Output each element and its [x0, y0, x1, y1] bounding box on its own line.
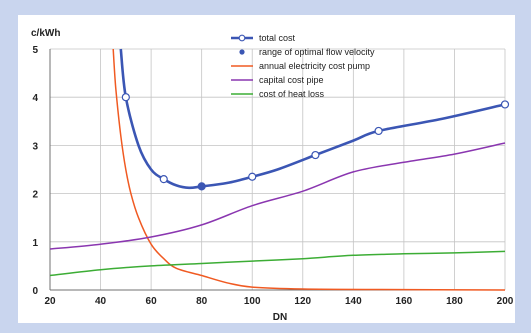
total-cost-marker	[159, 175, 168, 184]
y-tick-label: 4	[32, 93, 38, 104]
electricity-cost-line	[112, 48, 506, 291]
capital-cost-line	[50, 142, 506, 250]
electricity-cost-legend-label: annual electricity cost pump	[259, 61, 370, 71]
x-tick-label: 140	[345, 296, 362, 307]
capital-cost-legend-label: capital cost pipe	[259, 75, 324, 85]
optimal-flow-legend-label: range of optimal flow velocity	[259, 47, 375, 57]
optimal-flow-point	[198, 182, 206, 190]
total-cost-marker	[374, 126, 383, 136]
x-tick-label: 200	[497, 296, 514, 307]
total-cost-legend-label: total cost	[259, 33, 296, 43]
total-cost-marker	[500, 100, 510, 109]
y-tick-label: 0	[32, 286, 38, 297]
y-tick-label: 1	[32, 238, 38, 249]
x-tick-label: 20	[44, 296, 56, 307]
x-tick-label: 80	[196, 296, 208, 307]
heat-loss-legend-label: cost of heat loss	[259, 89, 325, 99]
y-unit-label: c/kWh	[31, 28, 60, 39]
x-axis-label: DN	[273, 312, 287, 323]
total-cost-marker	[248, 172, 257, 181]
heat-loss-line	[50, 250, 506, 277]
y-tick-label: 2	[32, 190, 38, 201]
total-cost-line	[119, 48, 506, 190]
y-tick-label: 3	[32, 141, 38, 152]
y-tick-label: 5	[32, 45, 38, 56]
total-cost-legend-marker	[238, 34, 246, 42]
legend: total cost range of optimal flow velocity…	[231, 33, 375, 99]
total-cost-marker	[311, 150, 320, 160]
chart-svg: 20 40 60 80 100 120 140 160 180 200 0 1 2 3 4 5 total c…	[31, 28, 514, 323]
chart-panel: 20 40 60 80 100 120 140 160 180 200 0 1 2 3 4 5 total c…	[18, 15, 515, 323]
x-tick-label: 120	[294, 296, 311, 307]
x-tick-label: 100	[244, 296, 261, 307]
x-tick-label: 160	[396, 296, 413, 307]
total-cost-marker	[121, 93, 130, 102]
optimal-flow-legend-swatch	[239, 49, 245, 55]
x-tick-label: 40	[95, 296, 107, 307]
x-tick-label: 60	[146, 296, 158, 307]
series-layer	[50, 48, 510, 291]
x-tick-label: 180	[446, 296, 463, 307]
